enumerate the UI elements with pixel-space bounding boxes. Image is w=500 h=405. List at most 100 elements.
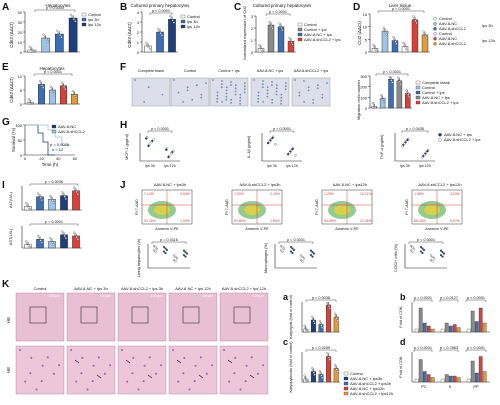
tick-label: 0 <box>365 106 368 111</box>
p-value: p < 0.0001 <box>383 70 401 74</box>
cell-dot <box>275 90 278 93</box>
cell-dot <box>230 98 233 101</box>
axis-title: Karyopyknosis (fold of control) <box>289 341 293 393</box>
data-point <box>299 258 303 261</box>
d-bar <box>478 356 483 383</box>
D-dot <box>395 42 398 45</box>
data-point <box>147 144 150 148</box>
histology-zoom-image <box>117 345 167 395</box>
data-point <box>182 254 186 257</box>
legend-label: Control <box>187 14 200 19</box>
sig-bracket <box>149 12 173 15</box>
cell-dot <box>216 97 219 100</box>
panel-title: Cultured primary hepatocytes <box>253 3 313 8</box>
category-label: lps 3h <box>267 164 277 168</box>
b-bar <box>448 325 453 333</box>
nucleus <box>70 349 72 351</box>
cell-dot <box>257 97 260 100</box>
F-dot <box>407 93 410 96</box>
nucleus <box>262 364 265 367</box>
cell-dot <box>326 82 328 84</box>
cell-dot <box>177 91 180 94</box>
A-dot <box>32 49 36 53</box>
legend-label: AAV-8-shCCL2 <box>439 26 467 31</box>
data-point <box>431 260 434 263</box>
histology-image <box>117 292 167 342</box>
c-dot <box>327 354 330 357</box>
histology-caption: AAV-8-shCCL2 + lps 3h <box>121 286 163 291</box>
F-bar <box>388 78 394 109</box>
legend-label: AAV-8-shCCL2 + lps12h <box>350 391 393 396</box>
cell-dot <box>280 93 283 96</box>
a-dot <box>334 312 337 315</box>
c-dot <box>303 374 306 377</box>
legend-swatch <box>81 22 87 27</box>
tick-label: 2 <box>137 30 140 35</box>
p-value: p = 0.0127 <box>440 296 458 300</box>
I1-dot <box>28 207 31 211</box>
data-point <box>145 137 148 140</box>
data-point <box>441 251 444 254</box>
flow-core <box>244 205 260 215</box>
I2-dot <box>73 231 76 234</box>
cell-dot <box>239 99 242 102</box>
a-dot <box>328 307 331 310</box>
cell-dot <box>321 93 324 96</box>
axis-title: Survival (%) <box>11 127 16 152</box>
D-dot <box>425 37 428 40</box>
cell-dot <box>200 93 203 96</box>
legend-label: AAV-8-shCCL2 <box>439 41 467 46</box>
F-dot <box>372 104 375 107</box>
legend-swatch <box>343 376 349 381</box>
cell-dot <box>284 85 287 88</box>
legend-swatch <box>297 22 303 27</box>
C-dot <box>290 41 293 44</box>
data-point <box>289 250 293 253</box>
D-dot <box>415 21 418 25</box>
F-dot <box>374 105 377 109</box>
data-point <box>281 246 284 249</box>
panel-letter: c <box>283 337 288 347</box>
zoom-box <box>80 306 98 324</box>
tick-label: 0 <box>20 153 23 158</box>
cell-dot <box>244 82 246 84</box>
nucleus <box>172 349 174 351</box>
E-dot <box>38 80 41 83</box>
data-point <box>301 255 304 258</box>
data-point <box>312 252 316 255</box>
F-dot <box>390 79 393 82</box>
cell-dot <box>143 101 146 103</box>
F-dot <box>371 102 374 105</box>
data-point <box>403 142 406 145</box>
cell-dot <box>239 103 242 105</box>
arrow-marker <box>176 359 182 364</box>
legend-label: lps 3h <box>187 19 198 24</box>
data-point <box>185 252 189 255</box>
axis-title: Karyolysis (fold of control) <box>289 294 293 338</box>
panel-title: Hepatocytes <box>45 3 71 8</box>
data-point <box>152 249 156 252</box>
zoom-box <box>182 306 200 324</box>
data-point <box>292 248 296 252</box>
b-bar <box>414 328 419 333</box>
nucleus <box>35 388 38 391</box>
c-dot <box>311 369 315 372</box>
nucleus <box>211 364 214 367</box>
cell-dot <box>220 86 223 89</box>
a-dot <box>321 326 324 329</box>
cell-dot <box>280 99 283 102</box>
p-value: p < 0.0001 <box>417 238 435 242</box>
I2-dot <box>52 243 55 246</box>
cell-dot <box>243 91 246 94</box>
axis-title: Ccl2 (ΔΔCt) <box>357 21 362 45</box>
data-point <box>429 258 433 261</box>
scale-bar-label: 100 μm <box>100 294 111 298</box>
D-dot <box>384 31 387 34</box>
data-point <box>182 249 186 252</box>
legend-label: AAV-8-shCCL2 + lps <box>444 137 481 142</box>
sig-bracket <box>147 130 173 133</box>
data-point <box>152 138 155 141</box>
cell-dot <box>285 82 287 84</box>
quadrant-percent: 1.25% <box>324 192 334 196</box>
a-dot <box>327 305 331 308</box>
